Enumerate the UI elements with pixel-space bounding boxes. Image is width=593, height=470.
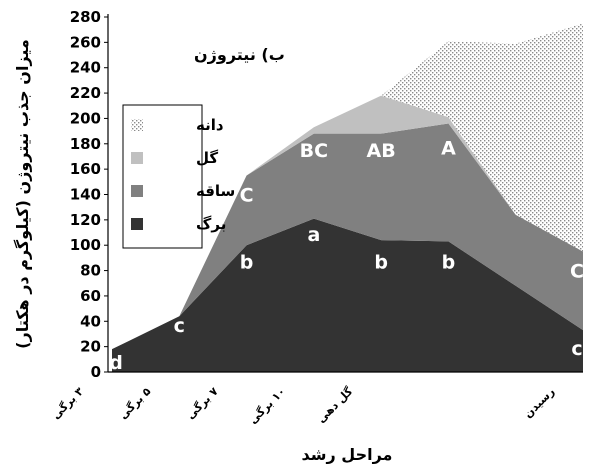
series-area-1 xyxy=(112,123,583,350)
y-tick-label-14: 280 xyxy=(70,8,101,26)
y-tick-label-3: 60 xyxy=(80,287,101,305)
significance-label-10: A xyxy=(441,138,456,160)
series-area-3 xyxy=(112,23,583,350)
x-tick-label-2: ۷ برگی xyxy=(184,385,221,422)
legend-swatch-1 xyxy=(131,152,143,164)
x-tick-label-3: ۱۰ برگی xyxy=(246,385,288,427)
y-tick-label-9: 180 xyxy=(70,135,101,153)
y-tick-label-8: 160 xyxy=(70,160,101,178)
x-tick-label-0: ۳ برگی xyxy=(49,385,86,422)
significance-label-3: a xyxy=(307,224,320,246)
y-tick-label-1: 20 xyxy=(80,338,101,356)
x-tick-label-1: ۵ برگی xyxy=(117,385,154,422)
significance-labels: d c b a b b c C BC AB A C xyxy=(109,138,584,374)
x-tick-label-4: گل دهی xyxy=(315,385,356,426)
y-tick-label-2: 40 xyxy=(80,312,101,330)
significance-label-4: b xyxy=(374,252,388,274)
y-tick-label-5: 100 xyxy=(70,236,101,254)
x-tick-label-5: رسیدن xyxy=(521,385,557,421)
legend-label-0: دانه xyxy=(196,116,224,134)
significance-label-0: d xyxy=(109,352,123,374)
y-tick-label-0: 0 xyxy=(91,363,101,381)
y-tick-label-11: 220 xyxy=(70,84,101,102)
legend-label-3: برگ xyxy=(196,215,226,233)
y-tick-label-7: 140 xyxy=(70,186,101,204)
significance-label-5: b xyxy=(442,252,456,274)
legend: دانه گل ساقه برگ xyxy=(122,104,235,249)
series-areas xyxy=(112,23,583,372)
significance-label-7: C xyxy=(240,185,254,207)
significance-label-11: C xyxy=(570,261,584,283)
legend-swatch-2 xyxy=(131,185,143,197)
y-tick-label-6: 120 xyxy=(70,211,101,229)
significance-label-1: c xyxy=(174,315,185,337)
x-axis: ۳ برگی ۵ برگی ۷ برگی ۱۰ برگی گل دهی رسیدن xyxy=(49,385,557,427)
significance-label-8: BC xyxy=(300,140,328,162)
panel-label: ب) نیتروژن xyxy=(194,45,285,64)
legend-label-2: ساقه xyxy=(196,182,235,200)
y-tick-label-4: 80 xyxy=(80,262,101,280)
series-area-0 xyxy=(112,218,583,372)
legend-label-1: گل xyxy=(196,149,218,167)
y-tick-label-13: 260 xyxy=(70,33,101,51)
significance-label-6: c xyxy=(571,338,582,360)
legend-swatch-3 xyxy=(131,218,143,230)
legend-swatch-0 xyxy=(131,119,143,131)
y-tick-label-10: 200 xyxy=(70,109,101,127)
y-tick-label-12: 240 xyxy=(70,59,101,77)
significance-label-9: AB xyxy=(367,140,396,162)
significance-label-2: b xyxy=(240,252,254,274)
y-axis-title: میزان جذب نیتروژن (کیلوگرم در هکتار) xyxy=(13,39,32,349)
y-axis: 0 20 40 60 80 100 120 140 160 180 200 220 240 260 280 xyxy=(70,8,583,381)
x-axis-title: مراحل رشد xyxy=(302,445,393,464)
